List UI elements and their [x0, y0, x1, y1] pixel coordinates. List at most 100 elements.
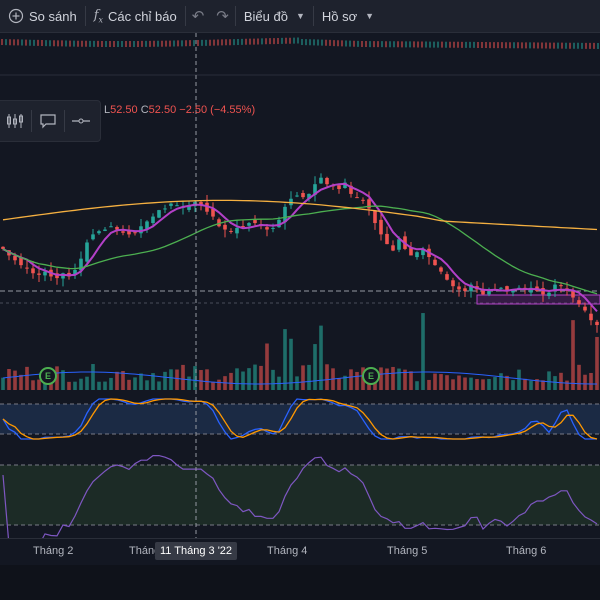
volume-bar	[493, 377, 497, 390]
volume-bar	[469, 377, 473, 390]
volume-bar	[175, 369, 179, 390]
fx-icon: fx	[93, 7, 104, 25]
compare-button[interactable]: So sánh	[0, 0, 85, 32]
event-letter: E	[367, 371, 374, 381]
candle-body	[511, 289, 515, 293]
volume-bar	[517, 369, 521, 390]
volume-bar	[427, 379, 431, 390]
candle-body	[445, 274, 449, 280]
time-axis[interactable]: Tháng 2 Tháng 3 Tháng 4 Tháng 5 Tháng 6 …	[0, 538, 600, 565]
volume-bar	[445, 375, 449, 390]
volume-bar	[55, 366, 59, 390]
candle-body	[187, 205, 191, 210]
comment-icon[interactable]	[33, 106, 63, 136]
volume-bar	[511, 380, 515, 390]
stoch-d-line	[2, 398, 598, 440]
candle-body	[355, 197, 359, 199]
ohlc-legend: L52.50 C52.50 −2.50 (−4.55%)	[104, 104, 255, 116]
low-key: L	[104, 104, 111, 116]
candle-body	[373, 210, 377, 224]
volume-bar	[337, 378, 341, 390]
volume-bar	[205, 369, 209, 390]
volume-bar	[463, 377, 467, 390]
chart-area[interactable]	[0, 33, 600, 567]
candle-body	[139, 226, 143, 234]
candle-body	[553, 284, 557, 291]
candle-body	[31, 268, 35, 274]
volume-bar	[409, 371, 413, 390]
volume-bar	[289, 338, 293, 390]
change-value: −2.50	[179, 104, 208, 116]
toolbar-divider	[184, 6, 186, 26]
volume-bar	[313, 344, 317, 390]
volume-bar	[349, 369, 353, 390]
candle-body	[337, 185, 341, 190]
indicators-button[interactable]: fx Các chỉ báo	[86, 0, 185, 32]
candles-icon[interactable]	[0, 106, 30, 136]
drawbar-divider	[31, 110, 32, 132]
volume-bar	[85, 376, 89, 390]
candle-body	[247, 223, 251, 226]
line-tool-icon[interactable]	[66, 106, 96, 136]
volume-bar	[193, 366, 197, 390]
candle-body	[457, 286, 461, 290]
chart-type-button[interactable]: Biểu đồ ▼	[236, 0, 313, 32]
redo-icon[interactable]: ↷	[216, 8, 229, 25]
ma-slow-line	[2, 199, 598, 231]
candle-body	[43, 271, 47, 276]
stoch-k-line	[2, 398, 597, 440]
volume-bar	[457, 375, 461, 390]
candle-body	[433, 259, 437, 266]
earnings-event-marker[interactable]: E	[39, 367, 57, 385]
volume-bar	[7, 368, 11, 390]
bottom-panel	[0, 565, 600, 600]
volume-bar	[271, 369, 275, 390]
profile-button[interactable]: Hồ sơ ▼	[314, 0, 382, 32]
candle-body	[307, 193, 311, 199]
volume-bar	[553, 376, 557, 390]
volume-bar	[109, 377, 113, 390]
candle-body	[223, 224, 227, 230]
volume-bar	[133, 377, 137, 390]
volume-bar	[397, 368, 401, 390]
volume-bar	[547, 371, 551, 390]
ma-fast-line	[2, 182, 598, 313]
volume-bar	[421, 313, 425, 390]
candle-body	[571, 290, 575, 298]
volume-bar	[505, 375, 509, 390]
volume-bar	[187, 376, 191, 390]
candle-body	[85, 242, 89, 262]
candle-body	[277, 219, 281, 228]
volume-bar	[37, 379, 41, 390]
candle-body	[151, 216, 155, 224]
volume-bar	[265, 343, 269, 390]
volume-bar	[523, 378, 527, 390]
time-label: Tháng 2	[33, 545, 74, 557]
candle-body	[439, 267, 443, 272]
volume-bar	[343, 375, 347, 390]
profile-label: Hồ sơ	[321, 8, 358, 24]
drawing-toolbar	[0, 100, 101, 142]
candle-body	[229, 230, 233, 232]
volume-bar	[253, 364, 257, 390]
candle-body	[559, 285, 563, 287]
chart-canvas[interactable]	[0, 33, 600, 567]
candle-body	[595, 321, 599, 326]
candle-body	[367, 199, 371, 209]
volume-bar	[583, 374, 587, 390]
earnings-event-marker[interactable]: E	[362, 367, 380, 385]
volume-bar	[589, 372, 593, 390]
volume-bar	[79, 378, 83, 390]
candle-body	[79, 258, 83, 271]
volume-bar	[487, 378, 491, 390]
candle-body	[121, 231, 125, 233]
candle-body	[577, 300, 581, 304]
candle-body	[313, 184, 317, 195]
undo-icon[interactable]: ↶	[191, 8, 205, 25]
candle-body	[481, 289, 485, 295]
volume-bar	[529, 380, 533, 390]
volume-bar	[19, 374, 23, 390]
volume-bar	[127, 379, 131, 390]
candle-body	[349, 185, 353, 194]
candle-body	[91, 234, 95, 240]
